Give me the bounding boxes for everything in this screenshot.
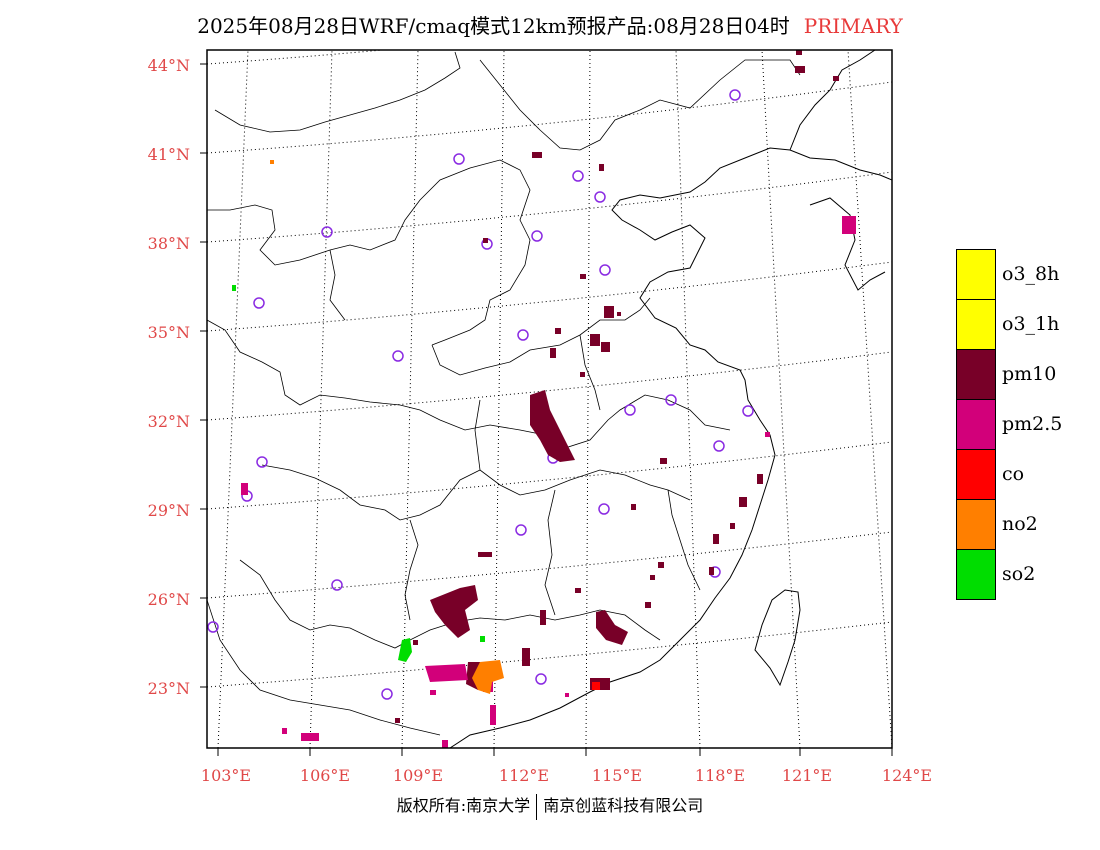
title-text: 2025年08月28日WRF/cmaq模式12km预报产品:08月28日04时 bbox=[197, 14, 790, 38]
lon-label-124: 124°E bbox=[881, 766, 933, 785]
legend-label: o3_8h bbox=[1002, 263, 1060, 285]
lon-label-106: 106°E bbox=[299, 766, 351, 785]
legend-swatch bbox=[956, 549, 996, 600]
pollutant-patches bbox=[232, 50, 856, 748]
coastline bbox=[449, 50, 892, 748]
copyright-line: 版权所有:南京大学 南京创蓝科技有限公司 bbox=[0, 792, 1100, 820]
legend-label: pm10 bbox=[1002, 363, 1057, 385]
legend-item-o3-1h: o3_1h bbox=[956, 299, 1096, 350]
legend-item-co: co bbox=[956, 449, 1096, 500]
pollutant-legend: o3_8h o3_1h pm10 pm2.5 co no2 so2 bbox=[956, 249, 1096, 600]
lat-label-41: 41°N bbox=[147, 145, 190, 164]
lon-label-121: 121°E bbox=[781, 766, 833, 785]
legend-swatch bbox=[956, 349, 996, 400]
co-patches bbox=[592, 682, 600, 690]
copyright-owner: 版权所有:南京大学 bbox=[396, 796, 531, 815]
primary-label: PRIMARY bbox=[803, 14, 903, 38]
map-title: 2025年08月28日WRF/cmaq模式12km预报产品:08月28日04时 P… bbox=[0, 10, 1100, 39]
station-markers bbox=[207, 89, 754, 700]
map-content bbox=[207, 50, 892, 748]
legend-label: o3_1h bbox=[1002, 313, 1060, 335]
lon-label-115: 115°E bbox=[591, 766, 643, 785]
lat-label-32: 32°N bbox=[147, 412, 190, 431]
legend-label: co bbox=[1002, 463, 1025, 485]
lat-label-29: 29°N bbox=[147, 501, 190, 520]
so2-patches bbox=[232, 285, 485, 662]
footer-separator bbox=[536, 793, 538, 820]
legend-item-so2: so2 bbox=[956, 549, 1096, 600]
legend-item-o3-8h: o3_8h bbox=[956, 249, 1096, 300]
lat-label-38: 38°N bbox=[147, 234, 190, 253]
lat-label-35: 35°N bbox=[147, 323, 190, 342]
boundaries bbox=[207, 51, 801, 736]
legend-label: no2 bbox=[1002, 513, 1038, 535]
lon-label-103: 103°E bbox=[200, 766, 252, 785]
lon-label-112: 112°E bbox=[498, 766, 550, 785]
legend-swatch bbox=[956, 399, 996, 450]
legend-swatch bbox=[956, 299, 996, 350]
lat-label-26: 26°N bbox=[147, 590, 190, 609]
lat-label-44: 44°N bbox=[147, 56, 190, 75]
legend-swatch bbox=[956, 499, 996, 550]
legend-item-pm25: pm2.5 bbox=[956, 399, 1096, 450]
legend-swatch bbox=[956, 449, 996, 500]
lon-label-118: 118°E bbox=[694, 766, 746, 785]
map-frame bbox=[206, 49, 893, 749]
legend-label: pm2.5 bbox=[1002, 413, 1063, 435]
lat-label-23: 23°N bbox=[147, 679, 190, 698]
axis-ticks bbox=[200, 63, 893, 756]
legend-label: so2 bbox=[1002, 563, 1036, 585]
legend-swatch bbox=[956, 249, 996, 300]
graticule bbox=[207, 50, 892, 748]
legend-item-pm10: pm10 bbox=[956, 349, 1096, 400]
copyright-company: 南京创蓝科技有限公司 bbox=[543, 796, 704, 815]
pm10-patches bbox=[395, 50, 839, 723]
no2-patches bbox=[270, 160, 504, 694]
lon-label-109: 109°E bbox=[392, 766, 444, 785]
legend-item-no2: no2 bbox=[956, 499, 1096, 550]
pm25-patches bbox=[241, 216, 856, 748]
